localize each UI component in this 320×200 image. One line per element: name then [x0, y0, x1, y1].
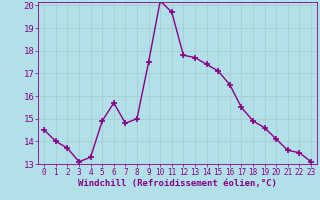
X-axis label: Windchill (Refroidissement éolien,°C): Windchill (Refroidissement éolien,°C)	[78, 179, 277, 188]
